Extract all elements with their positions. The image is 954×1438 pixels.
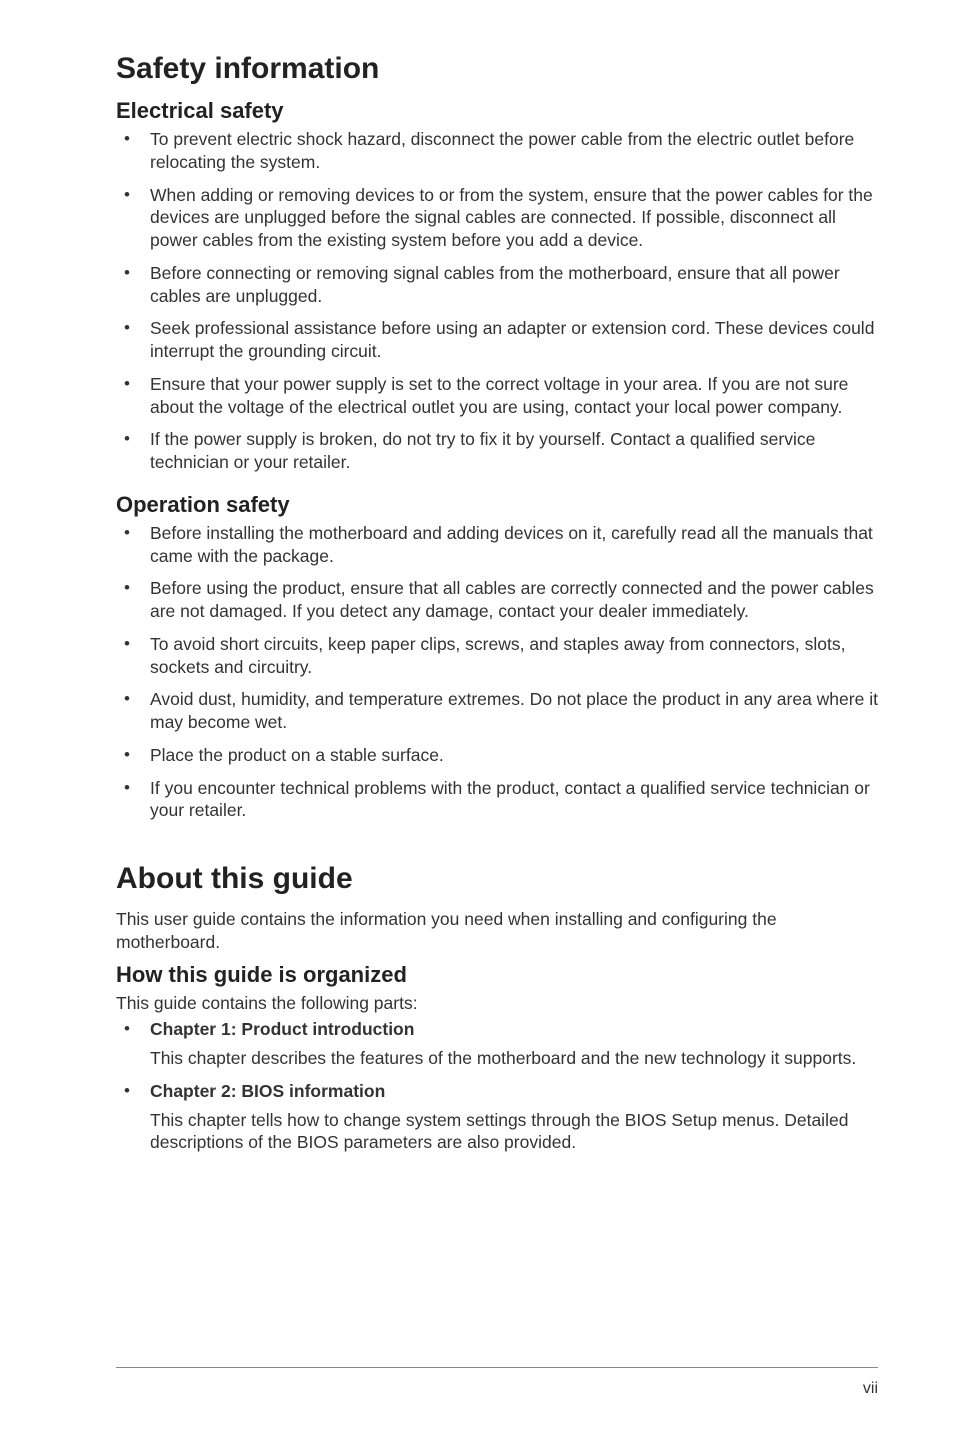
list-item: Chapter 2: BIOS information This chapter…	[116, 1080, 878, 1154]
list-item: To prevent electric shock hazard, discon…	[116, 128, 878, 174]
operation-list: Before installing the motherboard and ad…	[116, 522, 878, 822]
chapter-desc: This chapter describes the features of t…	[150, 1047, 878, 1070]
list-item: Before installing the motherboard and ad…	[116, 522, 878, 568]
electrical-list: To prevent electric shock hazard, discon…	[116, 128, 878, 474]
about-title: About this guide	[116, 862, 878, 896]
list-item: Avoid dust, humidity, and temperature ex…	[116, 688, 878, 734]
chapter-title: Chapter 1: Product introduction	[150, 1019, 414, 1039]
safety-title: Safety information	[116, 52, 878, 86]
about-intro: This user guide contains the information…	[116, 908, 878, 954]
document-page: Safety information Electrical safety To …	[0, 0, 954, 1438]
organized-lead: This guide contains the following parts:	[116, 992, 878, 1015]
list-item: If the power supply is broken, do not tr…	[116, 428, 878, 474]
chapters-list: Chapter 1: Product introduction This cha…	[116, 1018, 878, 1154]
list-item: Chapter 1: Product introduction This cha…	[116, 1018, 878, 1070]
list-item: Before using the product, ensure that al…	[116, 577, 878, 623]
chapter-desc: This chapter tells how to change system …	[150, 1109, 878, 1155]
list-item: If you encounter technical problems with…	[116, 777, 878, 823]
list-item: To avoid short circuits, keep paper clip…	[116, 633, 878, 679]
list-item: When adding or removing devices to or fr…	[116, 184, 878, 252]
list-item: Place the product on a stable surface.	[116, 744, 878, 767]
list-item: Ensure that your power supply is set to …	[116, 373, 878, 419]
operation-heading: Operation safety	[116, 492, 878, 518]
chapter-title: Chapter 2: BIOS information	[150, 1081, 385, 1101]
list-item: Seek professional assistance before usin…	[116, 317, 878, 363]
list-item: Before connecting or removing signal cab…	[116, 262, 878, 308]
page-number: vii	[863, 1380, 878, 1398]
organized-heading: How this guide is organized	[116, 962, 878, 988]
electrical-heading: Electrical safety	[116, 98, 878, 124]
footer-rule	[116, 1367, 878, 1368]
